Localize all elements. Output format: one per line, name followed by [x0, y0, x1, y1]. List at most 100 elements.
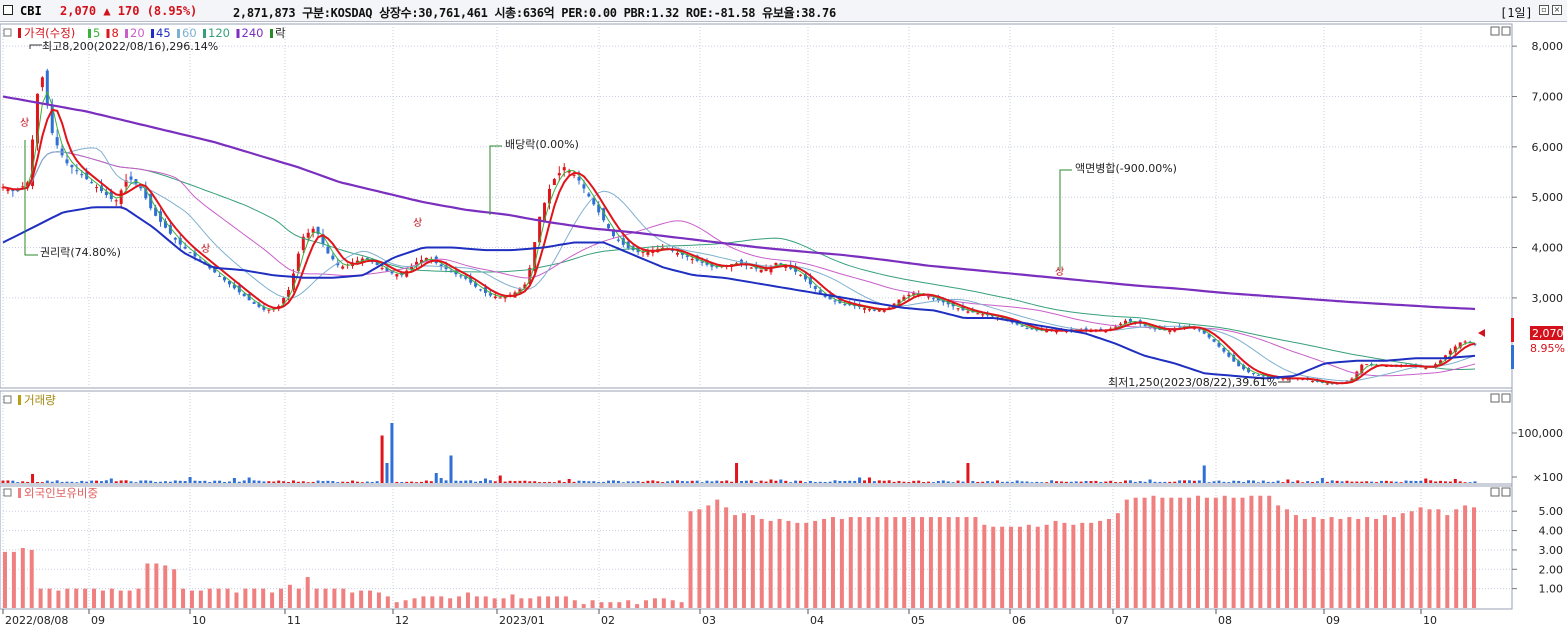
foreign-bar [866, 517, 871, 608]
volume-bar [247, 477, 251, 483]
volume-bar [218, 480, 222, 483]
volume-bar [1104, 481, 1108, 483]
candle-body [474, 282, 478, 287]
volume-bar [833, 480, 837, 483]
volume-legend: 거래량 [3, 393, 56, 407]
foreign-bar [1427, 509, 1432, 608]
candle-body [523, 284, 527, 289]
candle-body [779, 263, 783, 265]
volume-bar [291, 480, 295, 483]
candle-body [114, 200, 118, 202]
volume-bar [602, 481, 606, 483]
foreign-bar [1000, 526, 1005, 608]
volume-bar [454, 480, 458, 483]
volume-bar [1217, 480, 1221, 483]
period-selector[interactable]: [1일] [1500, 6, 1533, 20]
candle-body [1217, 342, 1221, 347]
x-tick-label: 02 [601, 614, 615, 627]
select-checkbox[interactable] [3, 5, 13, 15]
volume-bar [488, 480, 492, 483]
foreign-bar [216, 588, 221, 608]
volume-bar [272, 481, 276, 483]
candle-body [784, 266, 788, 268]
foreign-bar [546, 596, 551, 608]
foreign-bar [483, 596, 488, 608]
foreign-bar [813, 520, 818, 608]
foreign-bar [768, 520, 773, 608]
foreign-bar [973, 517, 978, 608]
stock-chart: 가격(수정) 5 8 20 45 60 120 240 락 거래량 외국인보유비중 최고8,2… [0, 23, 1565, 627]
volume-bar [1458, 481, 1462, 483]
foreign-bar [581, 604, 586, 608]
candle-body [188, 252, 192, 254]
restore-window-icon[interactable]: ▫ [1539, 5, 1549, 15]
volume-bar [577, 480, 581, 483]
foreign-bar [1347, 517, 1352, 608]
volume-bar [1320, 478, 1324, 483]
panel-buttons[interactable] [1490, 26, 1511, 497]
volume-bar [351, 480, 355, 483]
candle-body [178, 238, 182, 245]
x-tick-label: 04 [810, 614, 824, 627]
volume-bar [262, 481, 266, 483]
volume-bar [237, 481, 241, 483]
volume-bar [1266, 481, 1270, 483]
candle-body [424, 257, 428, 261]
volume-bar [739, 480, 743, 483]
foreign-bar [1276, 505, 1281, 608]
svg-text:상: 상 [1055, 266, 1064, 278]
volume-legend-label: 거래량 [24, 393, 56, 407]
volume-bar [1389, 481, 1393, 483]
volume-bar [621, 482, 625, 483]
volume-bar [1237, 480, 1241, 483]
candle-body [1202, 329, 1206, 334]
candle-body [552, 179, 556, 186]
candle-body [247, 293, 251, 301]
volume-bar [375, 481, 379, 483]
candle-body [680, 252, 684, 255]
foreign-bar [1329, 517, 1334, 608]
svg-text:상: 상 [413, 217, 422, 229]
foreign-bar [65, 588, 70, 608]
volume-bar [1473, 481, 1477, 483]
volume-bar [198, 480, 202, 483]
volume-bar [828, 481, 832, 483]
foreign-bar [296, 588, 301, 608]
close-window-icon[interactable]: × [1552, 5, 1562, 15]
stock-info: 2,871,873 구분:KOSDAQ 상장수:30,761,461 시총:63… [233, 6, 836, 20]
candle-body [538, 216, 542, 243]
foreign-bar [1071, 524, 1076, 608]
ma-legend-swatch [236, 29, 240, 38]
foreign-bar [964, 517, 969, 608]
candle-body [1448, 350, 1452, 355]
candle-body [764, 268, 768, 272]
volume-bar [971, 481, 975, 483]
volume-bar [1202, 465, 1206, 483]
ma-legend-swatch [106, 29, 110, 38]
ma20-line [2, 151, 1476, 377]
candle-body [931, 298, 935, 300]
candle-body [45, 70, 49, 106]
volume-bar [365, 481, 369, 483]
volume-bar [1010, 481, 1014, 483]
volume-bar [410, 481, 414, 483]
foreign-bar [661, 598, 666, 608]
foreign-bar [305, 577, 310, 608]
candle-body [1212, 339, 1216, 342]
volume-bar [267, 481, 271, 483]
foreign-bar [163, 565, 168, 608]
candle-body [355, 260, 359, 264]
candle-body [232, 284, 236, 289]
candle-body [557, 173, 561, 176]
candle-body [597, 204, 601, 213]
candle-body [40, 77, 44, 88]
low-annotation: 최저1,250(2023/08/22),39.61% [1108, 376, 1291, 389]
volume-bar [882, 480, 886, 483]
volume-bar [685, 481, 689, 483]
volume-bar [1005, 481, 1009, 483]
volume-bar [695, 480, 699, 483]
foreign-bar [207, 588, 212, 608]
candle-body [592, 198, 596, 205]
price-tick-label: 3,000 [1532, 292, 1564, 305]
foreign-bar [1106, 518, 1111, 608]
